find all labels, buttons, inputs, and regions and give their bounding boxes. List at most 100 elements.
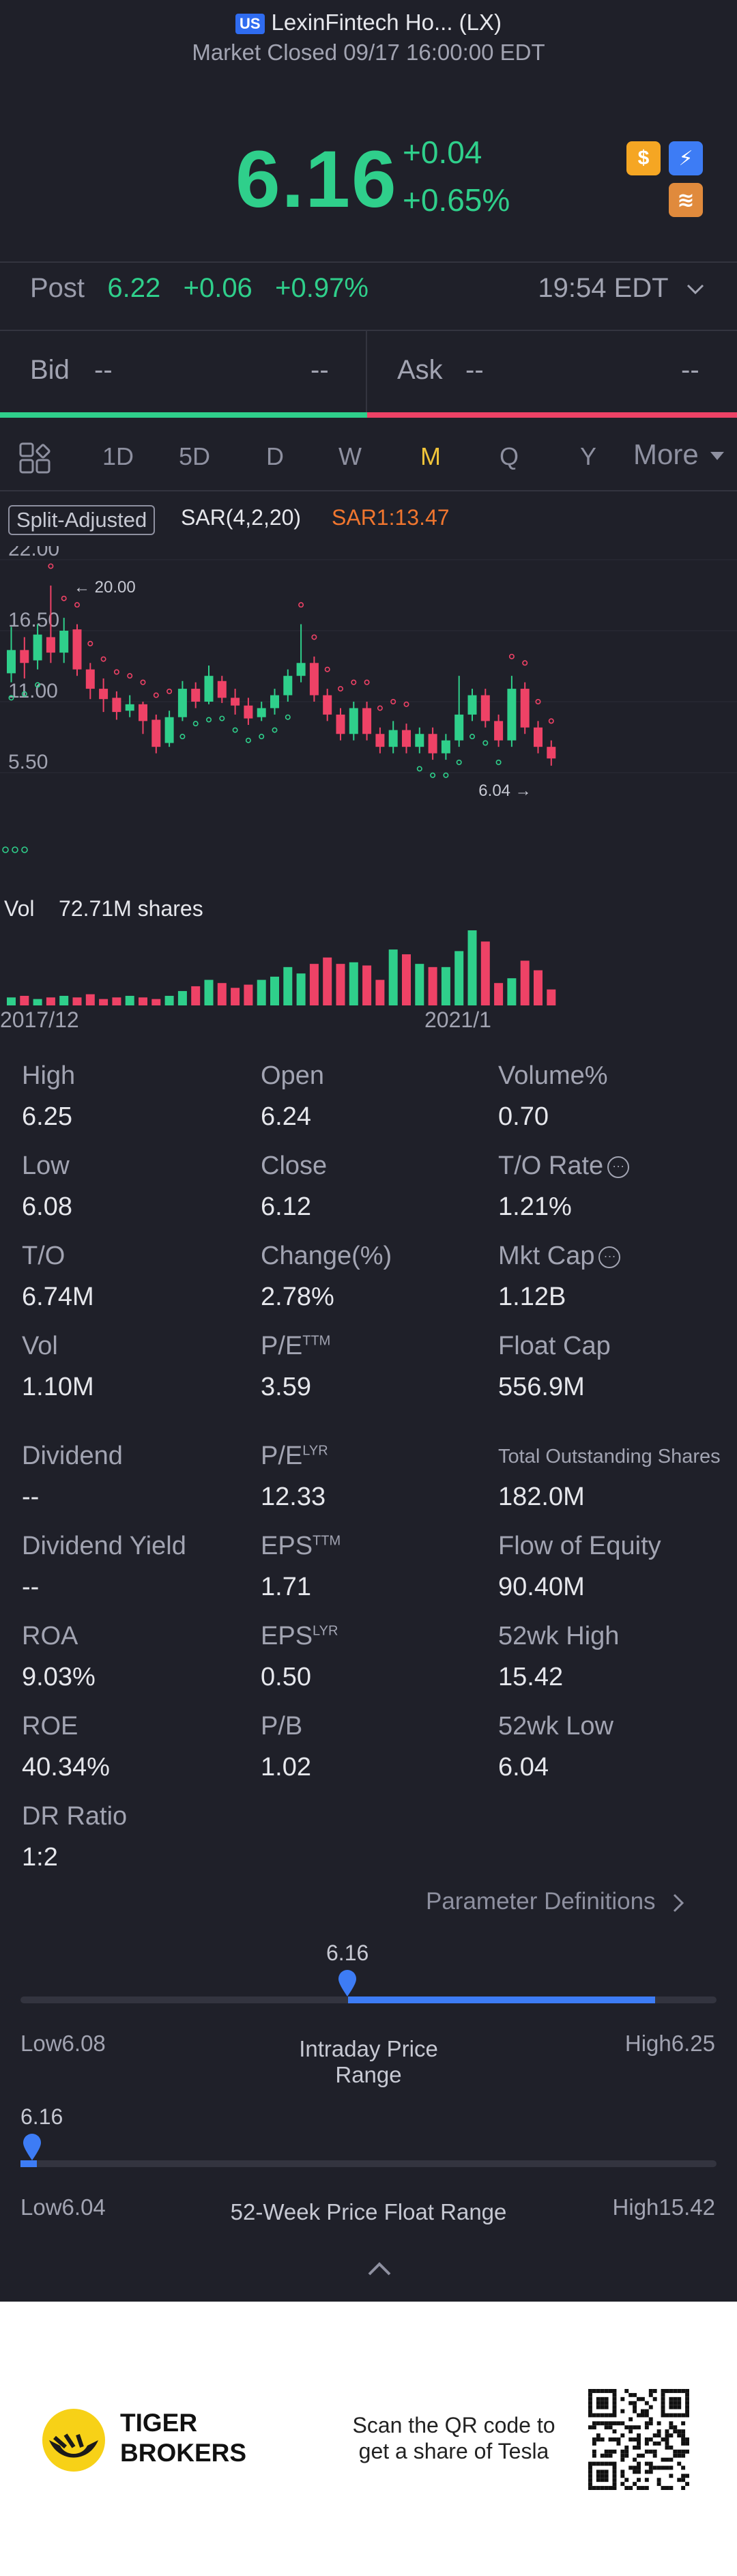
stat-label: High bbox=[22, 1061, 75, 1091]
qr-module bbox=[604, 2413, 609, 2418]
qr-module bbox=[681, 2441, 686, 2446]
layers-icon[interactable]: ≋ bbox=[669, 183, 703, 217]
qr-module bbox=[592, 2486, 596, 2490]
stat-label: Close bbox=[261, 1151, 327, 1181]
qr-module bbox=[661, 2409, 665, 2414]
qr-module bbox=[640, 2413, 645, 2418]
candlestick-chart[interactable]: 22.00 16.50 11.00 5.50 ← 20.00 6.04 → bbox=[0, 546, 737, 867]
sar-dot bbox=[495, 759, 502, 765]
stat-label[interactable]: T/O Rate ··· bbox=[498, 1151, 630, 1181]
tab-5d[interactable]: 5D bbox=[179, 442, 211, 470]
qr-module bbox=[681, 2449, 686, 2454]
tab-d[interactable]: D bbox=[266, 442, 284, 470]
qr-module bbox=[681, 2486, 686, 2490]
info-icon[interactable]: ··· bbox=[598, 1246, 621, 1268]
stat-label: ROA bbox=[22, 1622, 78, 1651]
promo-line1: Scan the QR code to bbox=[352, 2413, 555, 2437]
qr-module bbox=[677, 2389, 682, 2393]
sar-dot bbox=[272, 727, 278, 733]
qr-module bbox=[604, 2449, 609, 2454]
qr-module bbox=[644, 2409, 649, 2414]
stat-value: 6.24 bbox=[261, 1102, 311, 1131]
volume-bar bbox=[296, 973, 306, 1005]
parameter-definitions-link[interactable]: Parameter Definitions bbox=[426, 1888, 685, 1915]
stat-label-text: Open bbox=[261, 1061, 324, 1090]
volume-bar bbox=[467, 930, 477, 1005]
tab-more[interactable]: More bbox=[633, 438, 725, 471]
qr-module bbox=[656, 2429, 661, 2434]
qr-module bbox=[685, 2396, 689, 2401]
stat-label: EPSTTM bbox=[261, 1532, 341, 1561]
candle-body bbox=[151, 719, 161, 747]
volume-label: Vol bbox=[4, 896, 35, 921]
qr-module bbox=[637, 2461, 641, 2466]
ask-size: -- bbox=[681, 355, 699, 385]
qr-module bbox=[628, 2486, 633, 2490]
candle-body bbox=[362, 708, 372, 734]
qr-module bbox=[596, 2401, 601, 2405]
candle-body bbox=[125, 704, 134, 711]
candle-body bbox=[257, 708, 266, 717]
split-adjusted-toggle[interactable]: Split-Adjusted bbox=[8, 505, 156, 535]
qr-module bbox=[624, 2389, 629, 2393]
candle-body bbox=[46, 637, 55, 653]
qr-module bbox=[681, 2413, 686, 2418]
sar-dot bbox=[35, 682, 41, 688]
stat-label: Dividend bbox=[22, 1442, 123, 1471]
qr-module bbox=[665, 2389, 669, 2393]
tab-1d[interactable]: 1D bbox=[102, 442, 134, 470]
stock-title: US LexinFintech Ho... (LX) bbox=[0, 10, 737, 35]
qr-module bbox=[604, 2470, 609, 2474]
sar-indicator[interactable]: SAR(4,2,20) bbox=[181, 505, 302, 530]
qr-module bbox=[669, 2421, 674, 2426]
qr-module bbox=[669, 2445, 674, 2450]
tab-w[interactable]: W bbox=[338, 442, 362, 470]
volume-bar bbox=[534, 970, 543, 1005]
qr-module bbox=[620, 2433, 625, 2438]
qr-module bbox=[608, 2421, 613, 2426]
qr-module bbox=[685, 2437, 689, 2442]
stat-value: 15.42 bbox=[498, 1663, 564, 1691]
qr-module bbox=[620, 2474, 625, 2478]
dollar-icon[interactable]: $ bbox=[626, 141, 661, 175]
tab-m[interactable]: M bbox=[420, 442, 441, 470]
volume-bar bbox=[72, 997, 82, 1005]
qr-module bbox=[661, 2405, 665, 2409]
qr-module bbox=[600, 2474, 605, 2478]
qr-module bbox=[648, 2470, 653, 2474]
ask-bar bbox=[367, 412, 737, 418]
chevron-up-icon[interactable] bbox=[366, 2261, 393, 2277]
qr-module bbox=[673, 2425, 678, 2430]
stat-label-text: Flow of Equity bbox=[498, 1532, 661, 1560]
qr-module bbox=[600, 2470, 605, 2474]
stat-label-text: High bbox=[22, 1061, 76, 1090]
candle-body bbox=[534, 727, 543, 747]
sar-dot bbox=[2, 846, 9, 853]
post-label: Post bbox=[30, 273, 85, 303]
stat-value: 1.12B bbox=[498, 1283, 566, 1311]
volume-bar bbox=[99, 999, 109, 1005]
candle-body bbox=[441, 740, 450, 754]
stat-value: 1:2 bbox=[22, 1843, 58, 1872]
stat-value: 2.78% bbox=[261, 1283, 334, 1311]
qr-module bbox=[596, 2461, 601, 2466]
promo-footer: TIGER BROKERS Scan the QR code to get a … bbox=[0, 2302, 737, 2576]
tab-y[interactable]: Y bbox=[580, 442, 597, 470]
qr-code[interactable] bbox=[588, 2389, 689, 2490]
sar-dot bbox=[100, 656, 106, 662]
tab-q[interactable]: Q bbox=[500, 442, 519, 470]
sar-dot bbox=[364, 679, 370, 685]
sar-dot bbox=[179, 734, 186, 740]
volume-bar bbox=[125, 995, 134, 1005]
stat-label-superscript: LYR bbox=[313, 1623, 338, 1639]
layout-grid-icon[interactable] bbox=[19, 442, 53, 474]
stat-label: ROE bbox=[22, 1712, 78, 1741]
post-time-dropdown[interactable]: 19:54 EDT bbox=[538, 273, 706, 304]
qr-module bbox=[600, 2461, 605, 2466]
info-icon[interactable]: ··· bbox=[607, 1156, 630, 1178]
qr-module bbox=[596, 2405, 601, 2409]
stat-label[interactable]: Mkt Cap ··· bbox=[498, 1242, 621, 1271]
sar1-value: SAR1:13.47 bbox=[332, 505, 450, 530]
flash-icon[interactable]: ⚡ bbox=[669, 141, 703, 175]
qr-module bbox=[620, 2409, 625, 2414]
